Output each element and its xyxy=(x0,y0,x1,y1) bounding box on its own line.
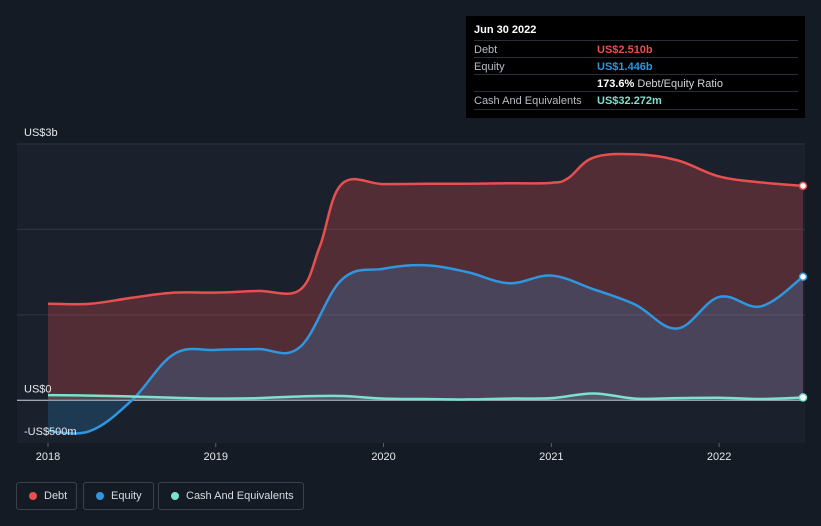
legend-cash-label: Cash And Equivalents xyxy=(186,490,294,502)
tooltip-date: Jun 30 2022 xyxy=(474,24,537,36)
x-tick-label: 2019 xyxy=(204,451,228,463)
tooltip-equity-label: Equity xyxy=(474,61,505,73)
y-tick-label: US$0 xyxy=(24,383,52,395)
x-tick-label: 2022 xyxy=(707,451,731,463)
tooltip-row-equity: Equity US$1.446b xyxy=(474,57,798,75)
tooltip-panel: Jun 30 2022 Debt US$2.510b Equity US$1.4… xyxy=(466,16,805,118)
x-tick-label: 2021 xyxy=(539,451,563,463)
x-tick-label: 2020 xyxy=(371,451,395,463)
debt-point xyxy=(798,181,808,191)
y-tick-label: US$3b xyxy=(24,127,58,139)
tooltip-equity-value: US$1.446b xyxy=(597,61,653,73)
cash-point xyxy=(798,393,808,402)
debt-dot-icon xyxy=(29,492,37,500)
y-tick-label: -US$500m xyxy=(24,426,77,438)
tooltip-row-cash: Cash And Equivalents US$32.272m xyxy=(474,91,798,110)
equity-dot-icon xyxy=(96,492,104,500)
equity-line xyxy=(47,263,804,435)
plot-area xyxy=(17,144,805,443)
tooltip-cash-value: US$32.272m xyxy=(597,95,662,107)
debt-line xyxy=(47,152,804,306)
cash-dot-icon xyxy=(171,492,179,500)
tooltip-row-ratio: 173.6% Debt/Equity Ratio xyxy=(474,74,798,92)
legend-item-debt[interactable]: Debt xyxy=(16,482,77,510)
debt-area xyxy=(48,153,803,401)
equity-area xyxy=(48,265,803,434)
tooltip-debt-value: US$2.510b xyxy=(597,44,653,56)
tooltip-ratio-number: 173.6% xyxy=(597,78,635,90)
tooltip-debt-label: Debt xyxy=(474,44,498,56)
tooltip-row-debt: Debt US$2.510b xyxy=(474,40,798,58)
legend-item-equity[interactable]: Equity xyxy=(83,482,154,510)
tooltip-cash-label: Cash And Equivalents xyxy=(474,95,582,107)
legend-equity-label: Equity xyxy=(111,490,142,502)
tooltip-ratio-value: 173.6% Debt/Equity Ratio xyxy=(597,78,723,90)
legend-debt-label: Debt xyxy=(44,490,68,502)
equity-point xyxy=(798,272,808,282)
x-tick-label: 2018 xyxy=(36,451,60,463)
tooltip-ratio-caption: Debt/Equity Ratio xyxy=(637,78,723,90)
legend-item-cash[interactable]: Cash And Equivalents xyxy=(158,482,304,510)
